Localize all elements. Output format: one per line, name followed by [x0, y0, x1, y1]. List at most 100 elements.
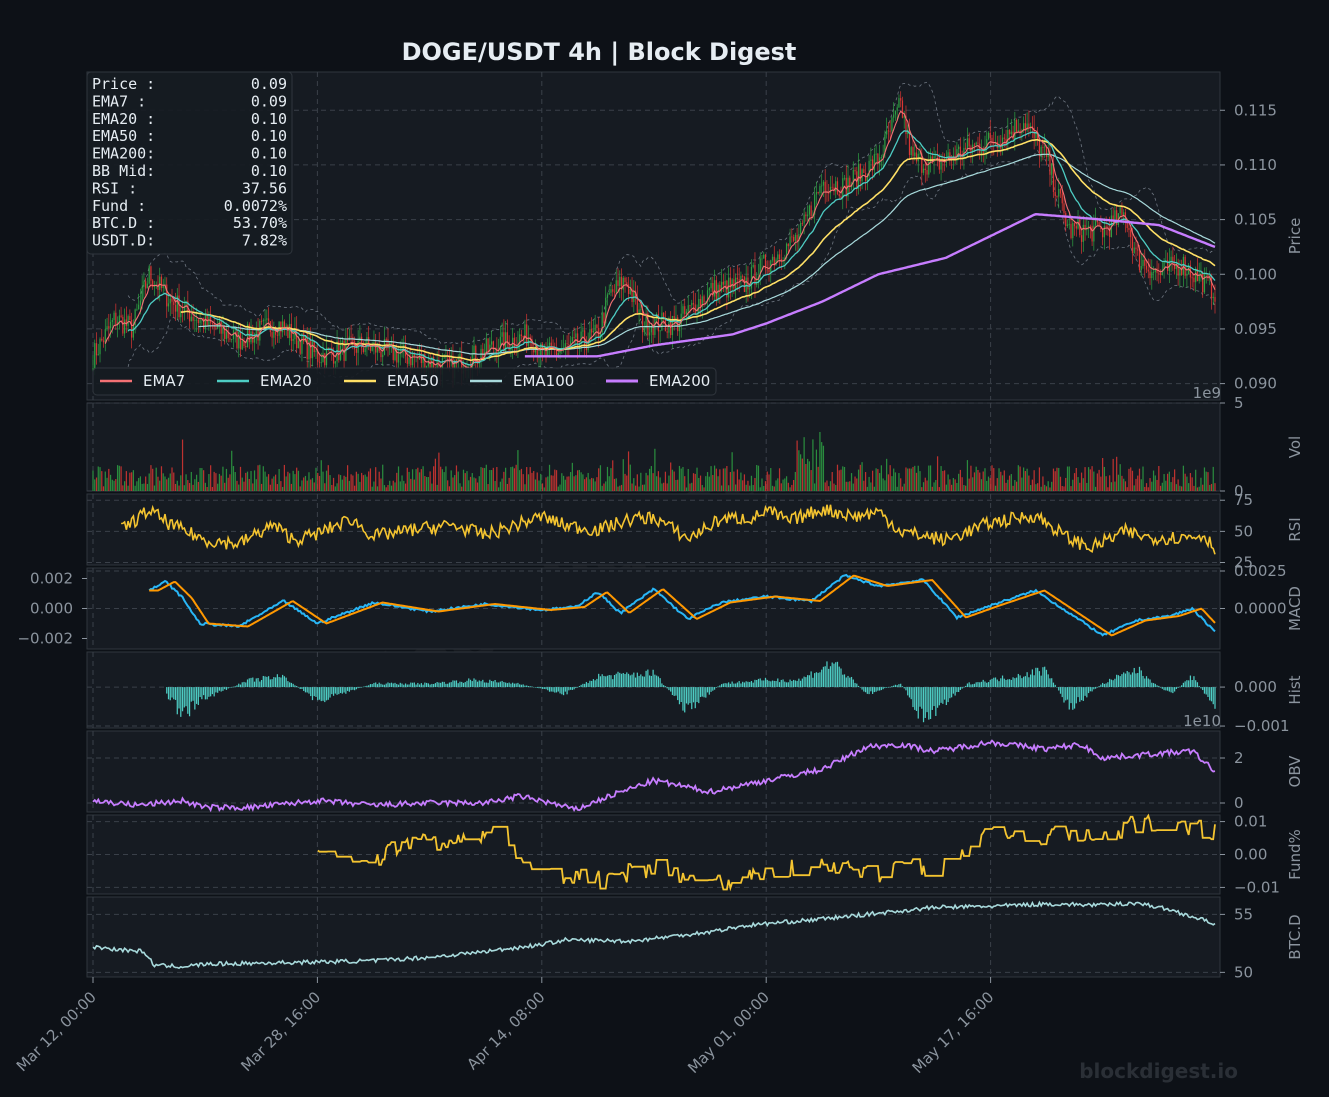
ytick-label: 0 — [1234, 482, 1244, 500]
candle-body — [713, 280, 716, 297]
histogram-bar — [699, 687, 702, 698]
volume-bar — [650, 466, 652, 491]
histogram-bar — [366, 685, 368, 688]
volume-bar — [248, 478, 250, 491]
volume-bar — [306, 480, 308, 491]
volume-bar — [552, 475, 554, 491]
histogram-bar — [197, 687, 199, 706]
volume-bar — [761, 478, 763, 491]
histogram-bar — [297, 687, 300, 688]
volume-bar — [661, 483, 663, 491]
candle-body — [1177, 262, 1179, 276]
histogram-bar — [415, 684, 417, 688]
volume-bar — [1133, 485, 1135, 491]
histogram-bar — [497, 682, 500, 688]
volume-bar — [108, 468, 110, 491]
volume-bar — [369, 468, 372, 491]
candle-body — [921, 153, 923, 173]
histogram-bar — [708, 687, 710, 695]
volume-bar — [1030, 485, 1032, 491]
candle-body — [174, 304, 177, 312]
histogram-bar — [1094, 687, 1097, 689]
volume-bar — [617, 486, 619, 491]
histogram-bar — [900, 683, 902, 688]
candle-body — [1017, 130, 1019, 133]
histogram-bar — [1154, 683, 1156, 688]
volume-bar — [870, 482, 872, 491]
candle-body — [1195, 268, 1197, 283]
volume-bar — [882, 478, 884, 491]
volume-bar — [413, 479, 415, 491]
ytick-label: 0.095 — [1234, 320, 1277, 338]
volume-bar — [462, 469, 465, 491]
histogram-bar — [466, 680, 468, 688]
axis-label-rsi: RSI — [1286, 517, 1304, 541]
histogram-bar — [1166, 687, 1169, 691]
volume-bar — [211, 487, 214, 491]
histogram-bar — [986, 682, 988, 688]
histogram-bar — [1212, 687, 1214, 705]
candle-body — [627, 284, 630, 294]
histogram-bar — [926, 687, 928, 713]
candle-body — [880, 157, 882, 158]
candle-body — [274, 331, 277, 335]
volume-bar — [1203, 467, 1206, 491]
histogram-bar — [290, 682, 293, 688]
histogram-bar — [201, 687, 203, 700]
volume-bar — [520, 468, 523, 491]
candle-body — [510, 347, 512, 351]
volume-bar — [99, 467, 101, 491]
volume-bar — [824, 482, 826, 491]
histogram-bar — [917, 687, 919, 719]
info-label: Fund : — [92, 197, 146, 215]
histogram-bar — [315, 687, 317, 697]
candle-body — [719, 284, 721, 292]
volume-bar — [801, 458, 803, 491]
candle-body — [364, 348, 366, 352]
volume-bar — [585, 477, 588, 491]
histogram-bar — [678, 687, 681, 705]
macd-histogram — [166, 661, 1216, 723]
histogram-bar — [1105, 683, 1107, 688]
histogram-bar — [580, 684, 582, 688]
volume-bar — [260, 483, 263, 491]
candle-body — [538, 357, 540, 358]
volume-bar — [1131, 470, 1134, 491]
volume-bar — [571, 462, 573, 491]
histogram-bar — [868, 687, 870, 695]
histogram-bar — [292, 683, 294, 688]
volume-bar — [965, 485, 967, 491]
candle-body — [287, 325, 289, 338]
volume-bar — [943, 470, 946, 491]
histogram-bar — [448, 682, 451, 688]
volume-bar — [615, 478, 617, 491]
volume-bar — [887, 474, 890, 491]
candle-body — [1037, 132, 1039, 140]
histogram-bar — [819, 672, 821, 688]
volume-bar — [1063, 486, 1065, 491]
candle-body — [152, 280, 154, 288]
volume-bar — [155, 467, 157, 491]
histogram-bar — [1112, 680, 1114, 688]
ytick-label: 55 — [1234, 905, 1253, 923]
candle-body — [325, 347, 328, 366]
volume-bar — [777, 478, 779, 491]
volume-bar — [886, 458, 888, 491]
candle-body — [801, 222, 803, 224]
volume-series — [92, 431, 1216, 491]
volume-bar — [1209, 484, 1211, 491]
candle-body — [557, 353, 559, 356]
histogram-bar — [332, 687, 335, 696]
candle-body — [1038, 139, 1041, 157]
histogram-bar — [863, 687, 865, 692]
volume-bar — [215, 473, 217, 491]
histogram-bar — [1186, 680, 1188, 688]
histogram-bar — [634, 677, 637, 688]
volume-bar — [118, 465, 120, 491]
histogram-bar — [775, 681, 777, 688]
volume-bar — [884, 480, 886, 491]
histogram-bar — [738, 681, 740, 688]
histogram-bar — [1188, 680, 1190, 688]
volume-bar — [94, 479, 96, 491]
